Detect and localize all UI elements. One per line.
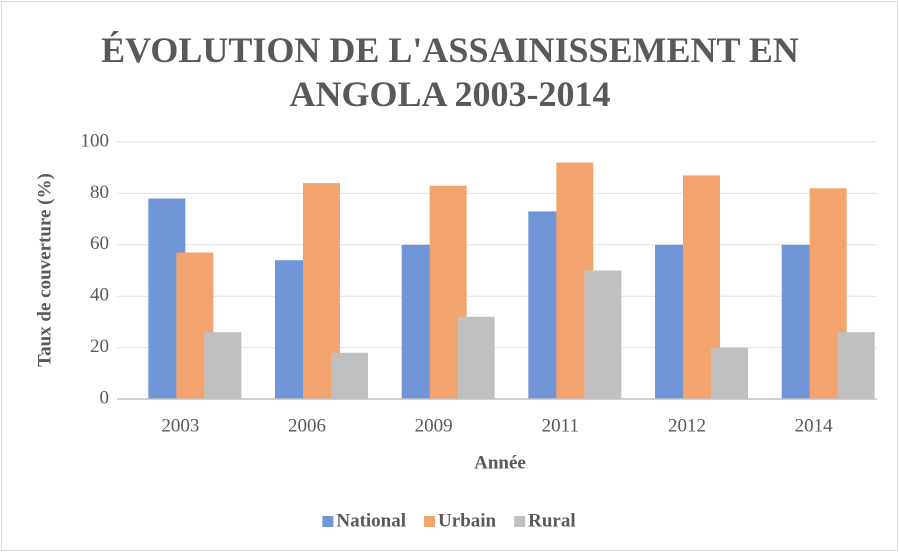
bar [584,270,622,399]
bar [711,347,748,399]
bar [204,332,242,399]
legend-swatch [514,516,526,527]
y-tick-label: 100 [81,130,110,151]
legend: National Urbain Rural [322,510,576,531]
x-tick-label: 2006 [288,415,326,436]
legend-swatch [424,516,436,527]
bar [331,352,368,399]
x-tick-label: 2012 [668,415,706,436]
x-tick-label: 2014 [795,415,834,436]
legend-swatch [322,516,334,527]
bar [837,332,875,399]
x-tick-label: 2009 [415,415,453,436]
legend-label: Urbain [438,510,497,531]
x-axis-label: Année [474,452,526,473]
x-tick-label: 2003 [161,415,199,436]
legend-label: National [336,510,406,531]
y-tick-label: 0 [100,387,110,408]
bar [457,316,495,399]
x-tick-label: 2011 [542,415,579,436]
y-tick-label: 40 [90,285,109,306]
y-tick-label: 80 [90,182,109,203]
y-tick-label: 60 [90,233,109,254]
bars [117,162,877,400]
y-axis-label: Taux de couverture (%) [34,173,55,367]
chart-title: ÉVOLUTION DE L'ASSAINISSEMENT EN ANGOLA … [101,30,799,114]
legend-label: Rural [528,510,576,531]
y-tick-label: 20 [90,336,109,357]
